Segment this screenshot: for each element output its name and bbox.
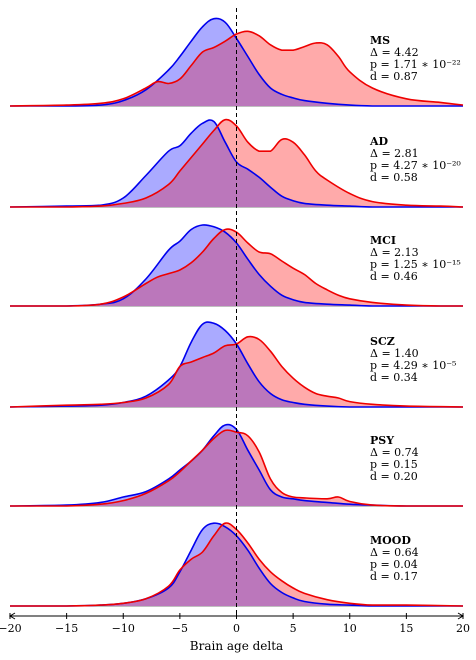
panel-stat: p = 0.04	[370, 558, 418, 571]
x-tick-label: 10	[343, 622, 357, 635]
panel-label: MCI	[370, 234, 396, 247]
panel-label: PSY	[370, 434, 394, 447]
x-tick-label: −5	[172, 622, 188, 635]
panel-label: AD	[369, 135, 389, 148]
panel-stat: p = 4.27 ∗ 10⁻²⁰	[370, 159, 461, 172]
patient-density-line	[9, 30, 464, 107]
overlap-density-area	[10, 336, 463, 407]
x-tick-label: 15	[399, 622, 413, 635]
panel-stat: Δ = 2.13	[370, 246, 419, 259]
panel-stat: p = 1.25 ∗ 10⁻¹⁵	[370, 258, 461, 271]
panel-stat: p = 4.29 ∗ 10⁻⁵	[370, 359, 456, 372]
panel-label: MS	[370, 34, 390, 47]
panel-stat: Δ = 0.64	[370, 546, 419, 559]
x-tick-label: −15	[55, 622, 78, 635]
panel-stat: d = 0.46	[370, 270, 418, 283]
patient-density-line	[10, 228, 463, 307]
panel-stat: Δ = 2.81	[370, 147, 419, 160]
x-tick-label: −20	[0, 622, 22, 635]
x-tick-label: 20	[456, 622, 470, 635]
panel-stat: Δ = 4.42	[370, 46, 419, 59]
patient-density-line	[9, 335, 464, 408]
panel-stat: d = 0.34	[370, 371, 418, 384]
overlap-density-area	[10, 430, 463, 506]
panel-ms: MSΔ = 4.42p = 1.71 ∗ 10⁻²²d = 0.87	[9, 17, 464, 107]
patient-density-line	[10, 429, 463, 507]
panel-stat: d = 0.87	[370, 70, 418, 83]
panel-stat: Δ = 0.74	[370, 446, 419, 459]
x-axis-label: Brain age delta	[190, 639, 283, 653]
x-tick-label: 0	[233, 622, 240, 635]
panel-stat: p = 0.15	[370, 458, 418, 471]
x-axis: −20 −15 −10 −5 0 5 10 15 20	[0, 612, 470, 635]
panel-label: MOOD	[370, 534, 411, 547]
panel-stat: Δ = 1.40	[370, 347, 419, 360]
panel-stat: p = 1.71 ∗ 10⁻²²	[370, 58, 461, 71]
panel-stat: d = 0.58	[370, 171, 418, 184]
patient-density-line	[9, 118, 464, 208]
panel-stat: d = 0.20	[370, 470, 418, 483]
panel-label: SCZ	[370, 335, 395, 348]
x-tick-label: 5	[290, 622, 297, 635]
x-tick-label: −10	[112, 622, 135, 635]
panel-stat: d = 0.17	[370, 570, 418, 583]
